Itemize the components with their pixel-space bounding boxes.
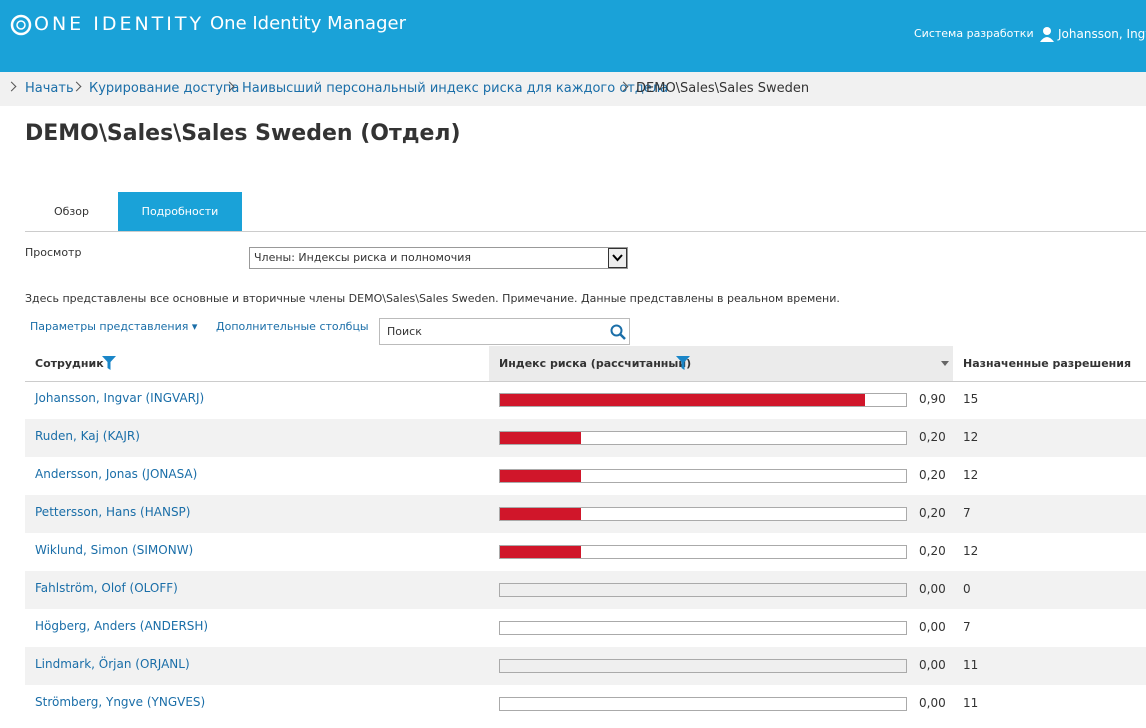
risk-label: 0,90 <box>919 392 946 406</box>
column-header[interactable]: Сотрудник <box>35 357 104 370</box>
header: ONE IDENTITY One Identity Manager Систем… <box>0 0 1146 72</box>
logo-icon <box>10 14 32 36</box>
risk-bar-track <box>499 507 907 521</box>
risk-bar-track <box>499 697 907 711</box>
permissions: 12 <box>963 430 979 444</box>
crumb[interactable]: Курирование доступа <box>89 81 240 96</box>
risk-label: 0,00 <box>919 696 946 710</box>
employee-name[interactable]: Wiklund, Simon (SIMONW) <box>35 543 194 557</box>
permissions: 7 <box>963 620 971 634</box>
search-placeholder: Поиск <box>387 325 422 338</box>
select-arrow <box>608 248 627 268</box>
risk-bar <box>500 470 582 482</box>
tab-line <box>25 231 1146 232</box>
table-row: Pettersson, Hans (HANSP) 0,20 7 <box>25 495 1146 533</box>
table-row: Johansson, Ingvar (INGVARJ) 0,90 15 <box>25 381 1146 419</box>
table-row: Andersson, Jonas (JONASA) 0,20 12 <box>25 457 1146 495</box>
permissions: 11 <box>963 658 979 672</box>
view-settings[interactable]: Параметры представления ▾ <box>30 320 198 333</box>
user-name[interactable]: Johansson, Ingv <box>1058 27 1146 41</box>
view-settings-label: Параметры представления <box>30 320 189 333</box>
risk-bar <box>500 432 582 444</box>
risk-label: 0,20 <box>919 544 946 558</box>
sorted-column-bg <box>489 346 953 381</box>
employee-name[interactable]: Johansson, Ingvar (INGVARJ) <box>35 391 205 405</box>
risk-bar <box>500 508 582 520</box>
system-name: Система разработки <box>914 27 1034 40</box>
table-header: Сотрудник Индекс риска (рассчитанный) На… <box>25 346 1146 382</box>
permissions: 12 <box>963 544 979 558</box>
filter-icon[interactable] <box>676 356 690 370</box>
view-select[interactable]: Члены: Индексы риска и полномочия <box>249 247 628 269</box>
risk-bar-track <box>499 583 907 597</box>
table-row: Fahlström, Olof (OLOFF) 0,00 0 <box>25 571 1146 609</box>
risk-label: 0,00 <box>919 582 946 596</box>
search-icon[interactable] <box>610 324 626 340</box>
extra-columns[interactable]: Дополнительные столбцы <box>216 320 369 333</box>
permissions: 11 <box>963 696 979 710</box>
info-text: Здесь представлены все основные и вторич… <box>25 292 840 305</box>
risk-bar-track <box>499 431 907 445</box>
risk-bar <box>500 546 582 558</box>
permissions: 12 <box>963 468 979 482</box>
risk-bar-track <box>499 469 907 483</box>
table-row: Ruden, Kaj (KAJR) 0,20 12 <box>25 419 1146 457</box>
employee-name[interactable]: Strömberg, Yngve (YNGVES) <box>35 695 206 709</box>
risk-label: 0,20 <box>919 430 946 444</box>
table-row: Strömberg, Yngve (YNGVES) 0,00 11 <box>25 685 1146 723</box>
risk-bar-track <box>499 621 907 635</box>
employee-name[interactable]: Ruden, Kaj (KAJR) <box>35 429 140 443</box>
breadcrumb: Начать Курирование доступа Наивысший пер… <box>0 72 1146 106</box>
column-header[interactable]: Назначенные разрешения <box>963 357 1132 370</box>
tab-active[interactable]: Подробности <box>118 192 242 231</box>
risk-label: 0,00 <box>919 620 946 634</box>
table-row: Högberg, Anders (ANDERSH) 0,00 7 <box>25 609 1146 647</box>
table-row: Lindmark, Örjan (ORJANL) 0,00 11 <box>25 647 1146 685</box>
risk-bar-track <box>499 659 907 673</box>
risk-bar-track <box>499 393 907 407</box>
view-selected: Члены: Индексы риска и полномочия <box>254 251 471 264</box>
tab[interactable]: Обзор <box>53 205 89 218</box>
employee-name[interactable]: Lindmark, Örjan (ORJANL) <box>35 657 190 671</box>
user-icon <box>1040 27 1054 42</box>
employee-name[interactable]: Fahlström, Olof (OLOFF) <box>35 581 178 595</box>
sort-arrow[interactable] <box>941 361 949 366</box>
crumb-current: DEMO\Sales\Sales Sweden <box>636 81 810 96</box>
employee-name[interactable]: Andersson, Jonas (JONASA) <box>35 467 198 481</box>
crumb[interactable]: Наивысший персональный индекс риска для … <box>242 81 669 96</box>
view-label: Просмотр <box>25 246 82 259</box>
permissions: 7 <box>963 506 971 520</box>
logo[interactable]: ONE IDENTITY <box>34 13 205 35</box>
risk-label: 0,00 <box>919 658 946 672</box>
table-row: Wiklund, Simon (SIMONW) 0,20 12 <box>25 533 1146 571</box>
permissions: 15 <box>963 392 979 406</box>
risk-label: 0,20 <box>919 506 946 520</box>
risk-bar <box>500 394 866 406</box>
filter-icon[interactable] <box>102 356 116 370</box>
column-header[interactable]: Индекс риска (рассчитанный) <box>499 357 692 370</box>
search-box[interactable]: Поиск <box>379 318 630 345</box>
employee-name[interactable]: Högberg, Anders (ANDERSH) <box>35 619 209 633</box>
permissions: 0 <box>963 582 971 596</box>
risk-label: 0,20 <box>919 468 946 482</box>
page-title: DEMO\Sales\Sales Sweden (Отдел) <box>25 121 461 146</box>
risk-bar-track <box>499 545 907 559</box>
product-name: One Identity Manager <box>210 13 406 34</box>
crumb[interactable]: Начать <box>25 81 74 96</box>
employee-name[interactable]: Pettersson, Hans (HANSP) <box>35 505 191 519</box>
